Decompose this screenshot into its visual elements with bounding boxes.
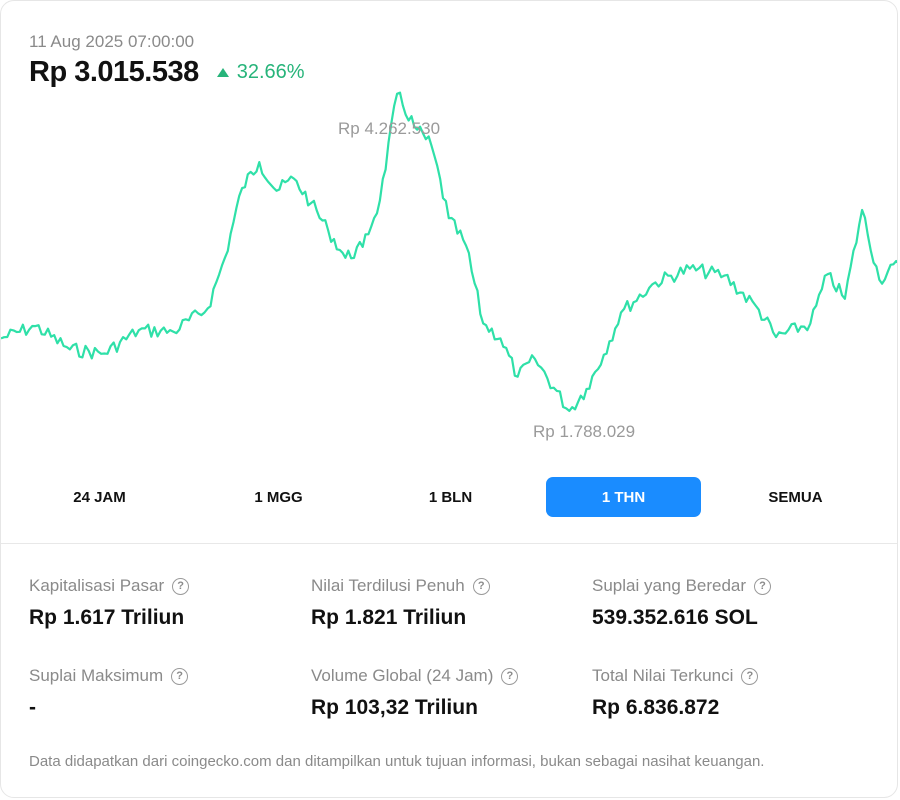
chart-low-label: Rp 1.788.029 — [533, 422, 636, 441]
stat-max-supply: Suplai Maksimum? - — [29, 666, 299, 720]
question-circle-icon[interactable]: ? — [741, 667, 759, 685]
tab-1-bln[interactable]: 1 BLN — [373, 477, 528, 517]
stat-label: Nilai Terdilusi Penuh — [311, 576, 465, 595]
disclaimer-text: Data didapatkan dari coingecko.com dan d… — [29, 753, 765, 770]
stat-value: Rp 6.836.872 — [592, 696, 720, 719]
stat-label: Kapitalisasi Pasar — [29, 576, 165, 595]
tab-1-mgg[interactable]: 1 MGG — [201, 477, 356, 517]
stat-fully-diluted-value: Nilai Terdilusi Penuh? Rp 1.821 Triliun — [311, 576, 581, 630]
current-price: Rp 3.015.538 — [29, 56, 199, 88]
price-row: Rp 3.015.538 32.66% — [29, 56, 305, 89]
stat-value: Rp 103,32 Triliun — [311, 696, 478, 719]
stat-label: Total Nilai Terkunci — [592, 666, 734, 685]
tab-label: 24 JAM — [73, 488, 126, 506]
price-chart[interactable] — [1, 1, 898, 471]
question-circle-icon[interactable]: ? — [172, 577, 190, 595]
stat-label: Suplai yang Beredar — [592, 576, 747, 595]
stat-global-volume: Volume Global (24 Jam)? Rp 103,32 Triliu… — [311, 666, 581, 720]
tab-semua[interactable]: SEMUA — [718, 477, 873, 517]
stat-value: 539.352.616 SOL — [592, 606, 758, 629]
tab-label: 1 THN — [601, 488, 646, 506]
tab-label: SEMUA — [768, 488, 823, 506]
question-circle-icon[interactable]: ? — [501, 667, 519, 685]
timeframe-tabs: 24 JAM 1 MGG 1 BLN 1 THN SEMUA — [1, 477, 897, 517]
price-change: 32.66% — [216, 61, 305, 84]
stat-value: Rp 1.821 Triliun — [311, 606, 467, 629]
stat-value: Rp 1.617 Triliun — [29, 606, 185, 629]
stat-label: Suplai Maksimum — [29, 666, 164, 685]
question-circle-icon[interactable]: ? — [472, 577, 490, 595]
stat-value: - — [29, 696, 36, 719]
question-circle-icon[interactable]: ? — [754, 577, 772, 595]
stat-circulating-supply: Suplai yang Beredar? 539.352.616 SOL — [592, 576, 862, 630]
tab-label: 1 MGG — [254, 488, 303, 506]
price-date: 11 Aug 2025 07:00:00 — [29, 32, 195, 51]
up-triangle-icon — [216, 68, 229, 77]
tab-1-thn[interactable]: 1 THN — [546, 477, 701, 517]
question-circle-icon[interactable]: ? — [171, 667, 189, 685]
price-line — [1, 91, 897, 412]
price-change-percent: 32.66% — [236, 61, 305, 83]
stat-label: Volume Global (24 Jam) — [311, 666, 494, 685]
chart-high-label: Rp 4.262.530 — [338, 119, 441, 138]
tab-24-jam[interactable]: 24 JAM — [22, 477, 177, 517]
stat-market-cap: Kapitalisasi Pasar? Rp 1.617 Triliun — [29, 576, 299, 630]
section-divider — [1, 543, 897, 544]
stat-total-value-locked: Total Nilai Terkunci? Rp 6.836.872 — [592, 666, 862, 720]
tab-label: 1 BLN — [428, 488, 473, 506]
